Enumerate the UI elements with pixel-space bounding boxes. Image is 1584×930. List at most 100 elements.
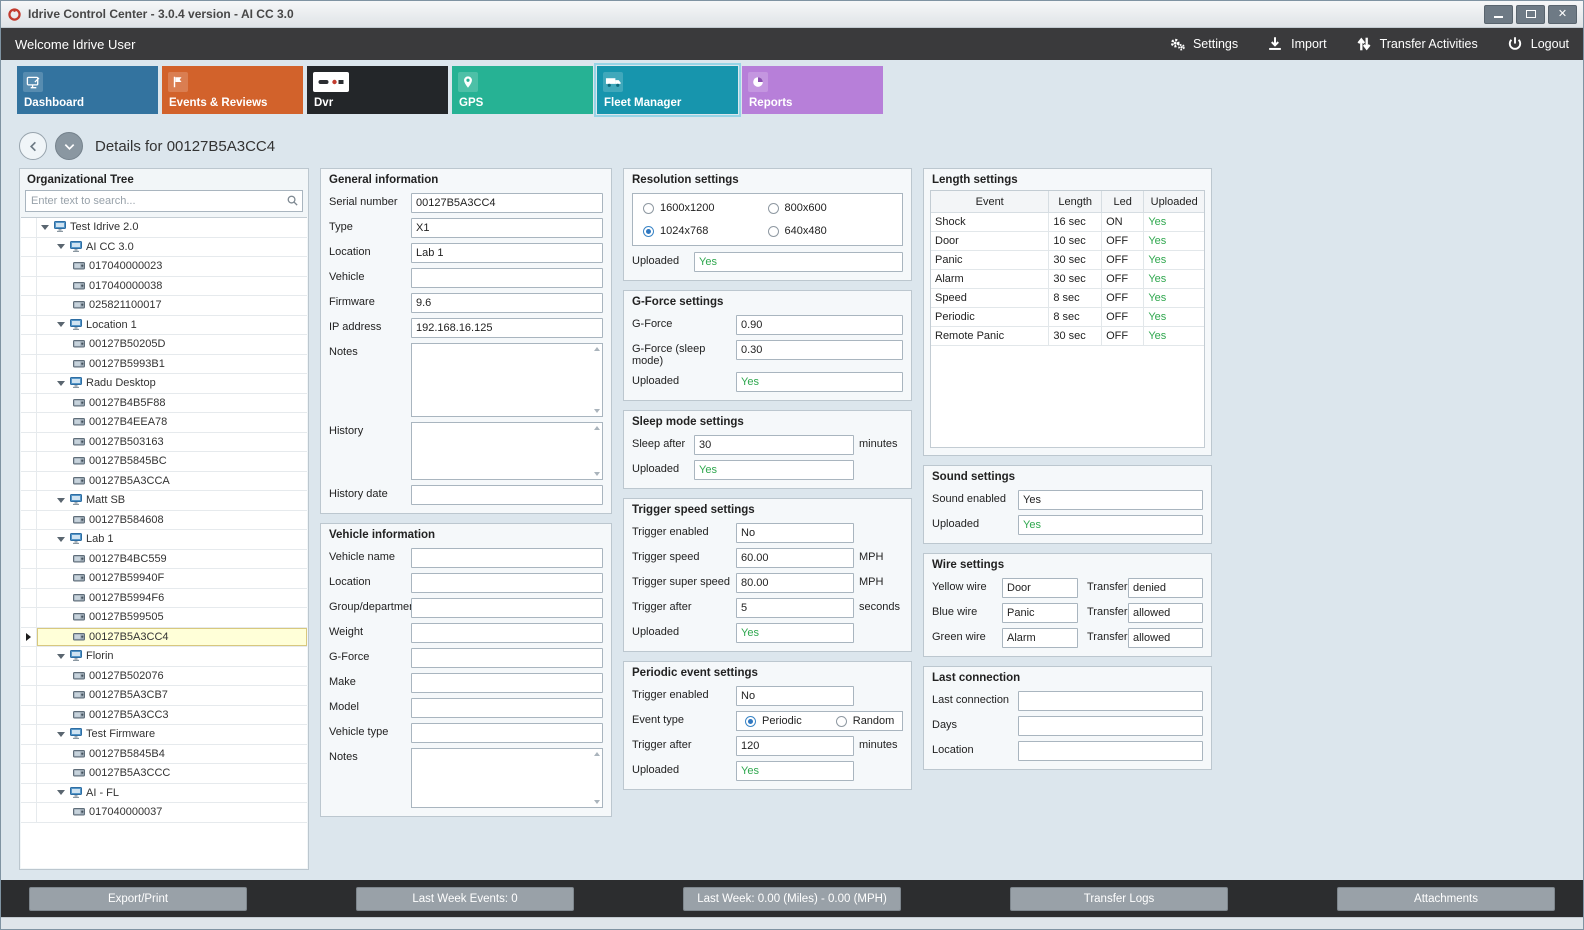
- tree-node-00127b5994f6[interactable]: 00127B5994F6: [21, 588, 307, 608]
- column-header-uploaded[interactable]: Uploaded: [1143, 191, 1204, 213]
- tree-node-00127b5845bc[interactable]: 00127B5845BC: [21, 452, 307, 472]
- radio-option-640x480[interactable]: 640x480: [767, 225, 893, 237]
- minimize-button[interactable]: [1484, 4, 1513, 24]
- tree-node-00127b5a3ccc[interactable]: 00127B5A3CCC: [21, 764, 307, 784]
- tree-node-00127b5a3cca[interactable]: 00127B5A3CCA: [21, 471, 307, 491]
- tree-node-00127b5a3cb7[interactable]: 00127B5A3CB7: [21, 686, 307, 706]
- field-input-last-connection[interactable]: [1018, 691, 1203, 711]
- tree-node-location-1[interactable]: Location 1: [21, 315, 307, 335]
- field-input-firmware[interactable]: [411, 293, 603, 313]
- field-textarea-notes[interactable]: [411, 343, 603, 417]
- tree-node-00127b5a3cc3[interactable]: 00127B5A3CC3: [21, 705, 307, 725]
- tree-node-00127b5993b1[interactable]: 00127B5993B1: [21, 354, 307, 374]
- tree-node-matt-sb[interactable]: Matt SB: [21, 491, 307, 511]
- table-row[interactable]: Door 10 sec OFF Yes: [931, 231, 1204, 251]
- collapse-all-button[interactable]: [55, 132, 83, 160]
- field-input-uploaded[interactable]: [694, 460, 854, 480]
- field-input-trigger-enabled[interactable]: [736, 523, 854, 543]
- field-input-location[interactable]: [1018, 741, 1203, 761]
- table-row[interactable]: Speed 8 sec OFF Yes: [931, 288, 1204, 308]
- expand-collapse-icon[interactable]: [57, 731, 65, 737]
- attachments-button[interactable]: Attachments: [1337, 886, 1555, 911]
- tree-node-025821100017[interactable]: 025821100017: [21, 296, 307, 316]
- tree-node-lab-1[interactable]: Lab 1: [21, 530, 307, 550]
- field-input-model[interactable]: [411, 698, 603, 718]
- field-textarea-notes[interactable]: [411, 748, 603, 808]
- tab-gps[interactable]: GPS: [452, 66, 593, 114]
- tab-dvr[interactable]: Dvr: [307, 66, 448, 114]
- field-input-g-force[interactable]: [736, 315, 903, 335]
- tree-node-test-firmware[interactable]: Test Firmware: [21, 725, 307, 745]
- field-input-yellow-wire[interactable]: [1002, 578, 1078, 598]
- table-row[interactable]: Shock 16 sec ON Yes: [931, 212, 1204, 232]
- tree-node-017040000037[interactable]: 017040000037: [21, 803, 307, 823]
- last-week-events-button[interactable]: Last Week Events: 0: [356, 886, 574, 911]
- close-button[interactable]: ✕: [1548, 4, 1577, 24]
- field-input-uploaded[interactable]: [1018, 515, 1203, 535]
- field-input-type[interactable]: [411, 218, 603, 238]
- field-input-green-wire-transfer[interactable]: [1128, 628, 1203, 648]
- field-input-history-date[interactable]: [411, 485, 603, 505]
- field-input-uploaded[interactable]: [736, 623, 854, 643]
- tree-node-017040000038[interactable]: 017040000038: [21, 276, 307, 296]
- transfer-activities-button[interactable]: Transfer Activities: [1355, 35, 1478, 53]
- table-row[interactable]: Periodic 8 sec OFF Yes: [931, 307, 1204, 327]
- field-input-trigger-speed[interactable]: [736, 548, 854, 568]
- field-input-green-wire[interactable]: [1002, 628, 1078, 648]
- radio-option-1600x1200[interactable]: 1600x1200: [643, 202, 768, 214]
- expand-collapse-icon[interactable]: [57, 653, 65, 659]
- field-textarea-history[interactable]: [411, 422, 603, 480]
- field-input-blue-wire-transfer[interactable]: [1128, 603, 1203, 623]
- field-input-g-force-sleep-mode[interactable]: [736, 340, 903, 360]
- tab-reports[interactable]: Reports: [742, 66, 883, 114]
- field-input-sound-enabled[interactable]: [1018, 490, 1203, 510]
- expand-collapse-icon[interactable]: [41, 224, 49, 230]
- tree-node-017040000023[interactable]: 017040000023: [21, 257, 307, 277]
- column-header-event[interactable]: Event: [931, 191, 1050, 213]
- field-input-trigger-super-speed[interactable]: [736, 573, 854, 593]
- radio-option-1024x768[interactable]: 1024x768: [643, 225, 768, 237]
- radio-option-800x600[interactable]: 800x600: [767, 202, 893, 214]
- field-input-vehicle-type[interactable]: [411, 723, 603, 743]
- field-input-vehicle-name[interactable]: [411, 548, 603, 568]
- tree-node-florin[interactable]: Florin: [21, 647, 307, 667]
- field-input-serial-number[interactable]: [411, 193, 603, 213]
- tab-dashboard[interactable]: Dashboard: [17, 66, 158, 114]
- export-print-button[interactable]: Export/Print: [29, 886, 247, 911]
- tree-node-00127b502076[interactable]: 00127B502076: [21, 666, 307, 686]
- search-input[interactable]: [25, 190, 303, 212]
- tree-node-00127b5a3cc4[interactable]: 00127B5A3CC4: [21, 627, 307, 647]
- column-header-length[interactable]: Length: [1048, 191, 1103, 213]
- tree-node-00127b584608[interactable]: 00127B584608: [21, 510, 307, 530]
- tree-node-radu-desktop[interactable]: Radu Desktop: [21, 374, 307, 394]
- field-input-location[interactable]: [411, 573, 603, 593]
- back-button[interactable]: [19, 132, 47, 160]
- field-input-vehicle[interactable]: [411, 268, 603, 288]
- field-input-days[interactable]: [1018, 716, 1203, 736]
- tree-node-00127b4b5f88[interactable]: 00127B4B5F88: [21, 393, 307, 413]
- tree-node-test-idrive-2-0[interactable]: Test Idrive 2.0: [21, 218, 307, 238]
- expand-collapse-icon[interactable]: [57, 536, 65, 542]
- radio-option-periodic[interactable]: Periodic: [745, 715, 802, 727]
- table-row[interactable]: Alarm 30 sec OFF Yes: [931, 269, 1204, 289]
- tree-node-00127b4eea78[interactable]: 00127B4EEA78: [21, 413, 307, 433]
- expand-collapse-icon[interactable]: [57, 244, 65, 250]
- field-input-sleep-after[interactable]: [694, 435, 854, 455]
- logout-button[interactable]: Logout: [1506, 35, 1569, 53]
- field-input-ip-address[interactable]: [411, 318, 603, 338]
- last-week-stats-button[interactable]: Last Week: 0.00 (Miles) - 0.00 (MPH): [683, 886, 901, 911]
- settings-button[interactable]: Settings: [1168, 35, 1238, 53]
- tree-node-00127b503163[interactable]: 00127B503163: [21, 432, 307, 452]
- expand-collapse-icon[interactable]: [57, 497, 65, 503]
- column-header-led[interactable]: Led: [1101, 191, 1145, 213]
- tree-node-00127b5845b4[interactable]: 00127B5845B4: [21, 744, 307, 764]
- radio-option-random[interactable]: Random: [835, 715, 894, 727]
- tab-events-reviews[interactable]: Events & Reviews: [162, 66, 303, 114]
- tree-node-ai-cc-3-0[interactable]: AI CC 3.0: [21, 237, 307, 257]
- field-input-uploaded[interactable]: [736, 372, 903, 392]
- field-input-weight[interactable]: [411, 623, 603, 643]
- tree-node-00127b59940f[interactable]: 00127B59940F: [21, 569, 307, 589]
- field-input-uploaded[interactable]: [736, 761, 854, 781]
- tree-node-ai-fl[interactable]: AI - FL: [21, 783, 307, 803]
- import-button[interactable]: Import: [1266, 35, 1327, 53]
